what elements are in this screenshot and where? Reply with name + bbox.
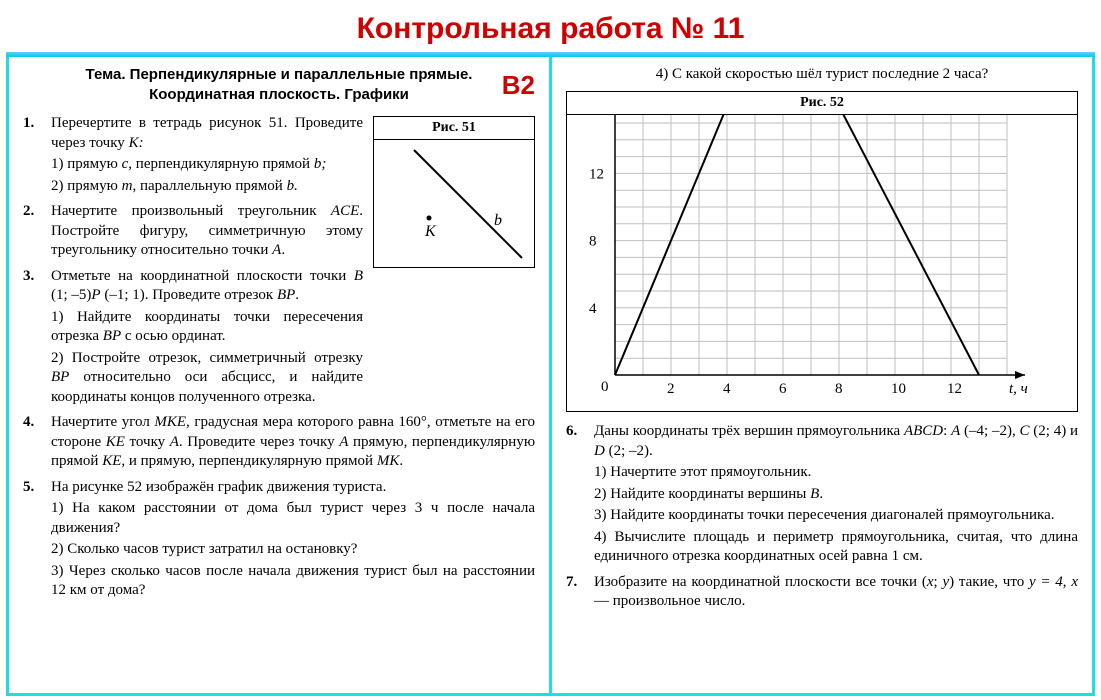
task-4: 4. Начертите угол MKE, градусная мера ко… [23, 413, 535, 472]
task-6: 6. Даны координаты трёх вершин прямоугол… [566, 422, 1078, 567]
topic: Тема. Перпендикулярные и параллельные пр… [23, 65, 535, 104]
svg-text:0: 0 [601, 379, 609, 395]
topic-line2: Координатная плоскость. Графики [23, 85, 535, 105]
svg-text:2: 2 [667, 381, 675, 397]
variant-badge: В2 [502, 69, 535, 103]
svg-text:6: 6 [779, 381, 787, 397]
svg-text:10: 10 [891, 381, 906, 397]
task-1: 1. Перечертите в тетрадь рисунок 51. Про… [23, 114, 363, 196]
svg-text:12: 12 [589, 166, 604, 182]
svg-text:4: 4 [589, 300, 597, 316]
task-num: 1. [23, 114, 51, 196]
col-left: В2 Тема. Перпендикулярные и параллельные… [9, 57, 552, 693]
figure-51-caption: Рис. 51 [374, 117, 534, 140]
columns: В2 Тема. Перпендикулярные и параллельные… [6, 57, 1095, 696]
svg-text:K: K [424, 223, 437, 240]
col-right: 4) С какой скоростью шёл турист последни… [552, 57, 1092, 693]
figure-51-svg: K b [374, 140, 532, 266]
svg-text:12: 12 [947, 381, 962, 397]
figure-52-svg: 024681012481216S, кмt, ч [567, 115, 1067, 405]
figure-52: Рис. 52 024681012481216S, кмt, ч [566, 91, 1078, 413]
figure-52-caption: Рис. 52 [567, 92, 1077, 115]
svg-text:t, ч: t, ч [1009, 381, 1028, 397]
svg-text:8: 8 [589, 233, 597, 249]
task-3: 3. Отметьте на координатной плоскости то… [23, 267, 363, 408]
page-title: Контрольная работа № 11 [0, 0, 1101, 52]
worksheet: Контрольная работа № 11 В2 Тема. Перпенд… [0, 0, 1101, 700]
topic-line1: Тема. Перпендикулярные и параллельные пр… [23, 65, 535, 85]
svg-text:8: 8 [835, 381, 843, 397]
task-7: 7. Изобразите на координатной плоскости … [566, 573, 1078, 612]
task-5: 5. На рисунке 52 изображён график движен… [23, 478, 535, 601]
task-body: Перечертите в тетрадь рисунок 51. Провед… [51, 114, 363, 196]
task-2: 2. Начертите произвольный треугольник AC… [23, 202, 363, 261]
svg-text:4: 4 [723, 381, 731, 397]
figure-51: Рис. 51 K b [373, 116, 535, 268]
svg-text:b: b [494, 212, 502, 229]
task-5-4: 4) С какой скоростью шёл турист последни… [566, 65, 1078, 85]
